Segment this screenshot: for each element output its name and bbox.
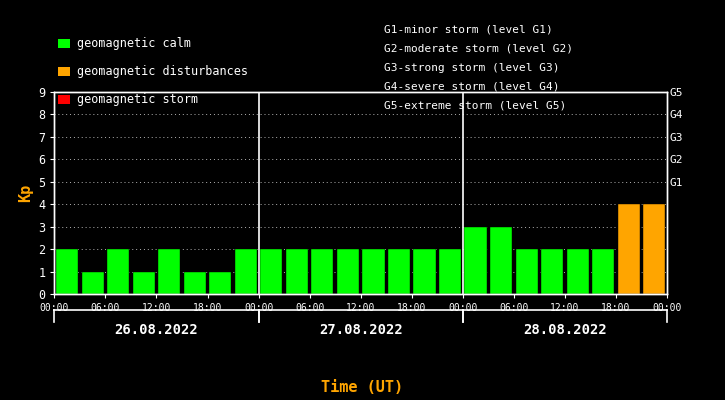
Bar [439, 249, 461, 294]
Text: geomagnetic calm: geomagnetic calm [77, 37, 191, 50]
Y-axis label: Kp: Kp [17, 184, 33, 202]
Bar [311, 249, 334, 294]
Text: 28.08.2022: 28.08.2022 [523, 323, 607, 337]
Text: G2-moderate storm (level G2): G2-moderate storm (level G2) [384, 44, 573, 54]
Bar [592, 249, 614, 294]
Bar [515, 249, 538, 294]
Text: 27.08.2022: 27.08.2022 [319, 323, 402, 337]
Bar [82, 272, 104, 294]
Bar [183, 272, 206, 294]
Bar [465, 227, 486, 294]
Bar [567, 249, 589, 294]
Bar [133, 272, 154, 294]
Bar [286, 249, 308, 294]
Bar [56, 249, 78, 294]
Bar [362, 249, 384, 294]
Text: G4-severe storm (level G4): G4-severe storm (level G4) [384, 81, 560, 91]
Bar [210, 272, 231, 294]
Text: G5-extreme storm (level G5): G5-extreme storm (level G5) [384, 100, 566, 110]
Bar [107, 249, 129, 294]
Text: 26.08.2022: 26.08.2022 [115, 323, 199, 337]
Bar [618, 204, 639, 294]
Text: geomagnetic disturbances: geomagnetic disturbances [77, 65, 248, 78]
Bar [260, 249, 283, 294]
Bar [158, 249, 181, 294]
Bar [337, 249, 359, 294]
Bar [388, 249, 410, 294]
Text: geomagnetic storm: geomagnetic storm [77, 93, 198, 106]
Bar [541, 249, 563, 294]
Text: Time (UT): Time (UT) [321, 380, 404, 396]
Bar [235, 249, 257, 294]
Text: G3-strong storm (level G3): G3-strong storm (level G3) [384, 63, 560, 73]
Bar [643, 204, 666, 294]
Bar [413, 249, 436, 294]
Text: G1-minor storm (level G1): G1-minor storm (level G1) [384, 25, 553, 35]
Bar [490, 227, 512, 294]
